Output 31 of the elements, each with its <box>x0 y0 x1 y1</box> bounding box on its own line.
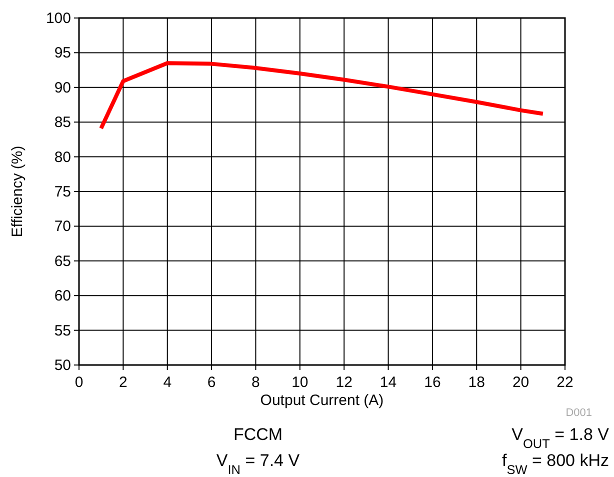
x-tick-label: 2 <box>119 374 128 391</box>
x-tick-label: 0 <box>74 374 84 391</box>
x-tick-label: 14 <box>380 374 397 391</box>
text: V$_{IN}$ = 7.4 V <box>216 451 300 476</box>
y-tick-label: 80 <box>54 148 71 166</box>
text: D001 <box>566 407 592 419</box>
y-tick-label: 100 <box>46 10 71 27</box>
y-tick-label: 50 <box>54 357 71 374</box>
line-series <box>99 61 545 130</box>
y-tick-label: 85 <box>54 114 71 132</box>
y-tick-label: 60 <box>54 288 71 305</box>
x-tick-label: 10 <box>292 374 308 391</box>
y-tick-label: 95 <box>54 44 71 62</box>
x-tick-label: 16 <box>424 374 441 391</box>
text: FCCM <box>233 425 283 444</box>
text: V$_{OUT}$ = 1.8 V <box>512 425 610 450</box>
text: f$_{SW}$ = 800 kHz <box>502 451 609 476</box>
x-tick-label: 8 <box>252 374 260 391</box>
x-tick-label: 4 <box>163 374 172 391</box>
y-tick-label: 55 <box>54 322 71 340</box>
x-tick-label: 18 <box>468 374 485 391</box>
y-axis-title: Efficiency (%) <box>9 146 26 238</box>
y-tick-label: 70 <box>54 218 71 236</box>
x-axis-title: Output Current (A) <box>260 392 384 409</box>
x-tick-label: 22 <box>556 374 574 391</box>
x-tick-label: 6 <box>207 374 216 391</box>
x-tick-label: 12 <box>336 374 352 391</box>
y-tick-label: 90 <box>54 79 71 96</box>
y-tick-label: 65 <box>54 252 71 270</box>
x-tick-label: 20 <box>512 374 530 391</box>
y-tick-label: 75 <box>54 184 71 200</box>
